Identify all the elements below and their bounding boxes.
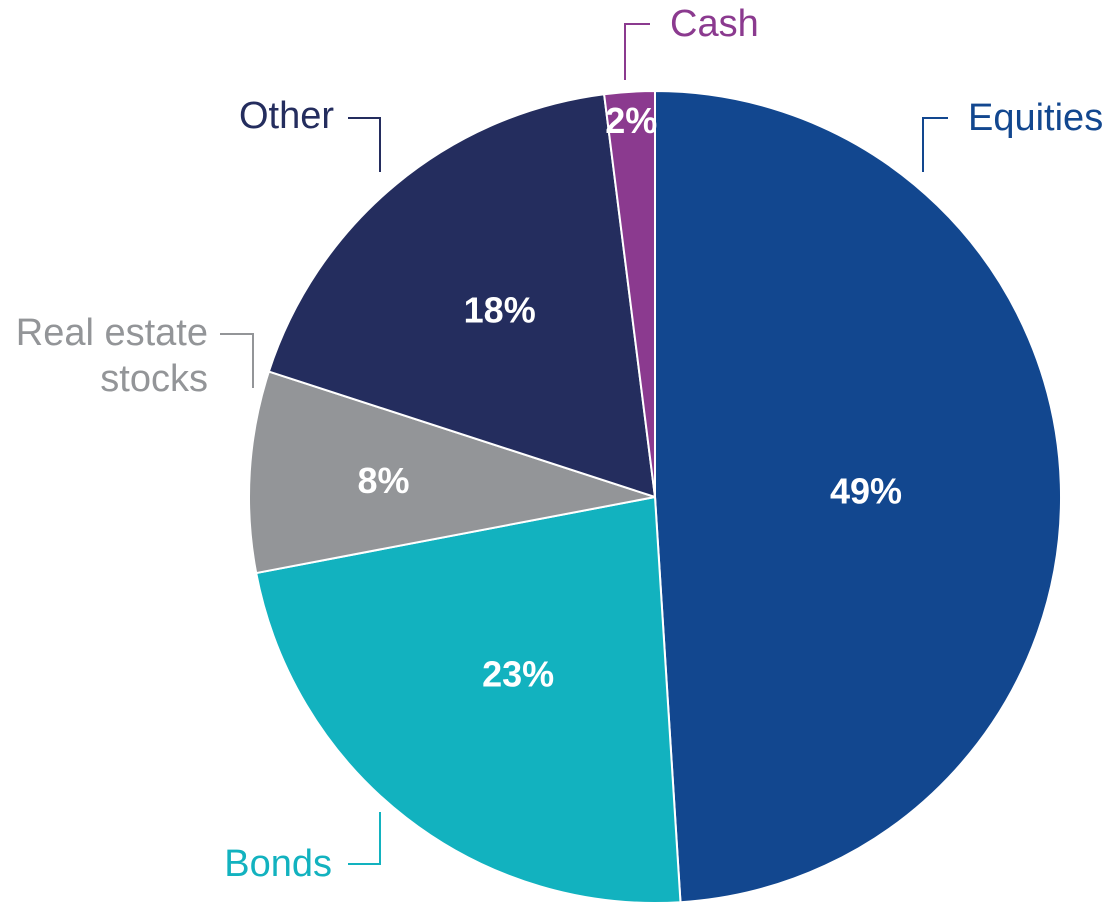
category-label-other: Other <box>239 95 334 137</box>
category-label-real-estate-stocks: Real estate stocks <box>16 312 208 400</box>
slice-category-labels: Equities Bonds Real estate stocks Other Cash <box>16 3 1103 885</box>
value-label-bonds: 23% <box>482 653 554 694</box>
pie-slices <box>248 90 1062 904</box>
leader-line-bonds <box>348 812 381 865</box>
leader-line-cash <box>624 23 650 80</box>
value-label-other: 18% <box>464 289 536 330</box>
category-label-bonds: Bonds <box>224 843 332 885</box>
callout-leader-lines <box>220 23 948 865</box>
pie-slice-bonds <box>255 496 682 904</box>
pie-slice-equities <box>654 90 1062 904</box>
leader-line-other <box>348 117 381 172</box>
pie-slice-real-estate-stocks <box>248 370 656 575</box>
pie-slice-cash <box>603 90 656 498</box>
slice-value-labels: 49% 23% 8% 18% 2% <box>357 100 902 694</box>
value-label-real-estate-stocks: 8% <box>357 460 409 501</box>
leader-line-equities <box>922 117 948 172</box>
category-label-cash: Cash <box>670 3 759 45</box>
pie-slice-other <box>267 93 656 498</box>
value-label-cash: 2% <box>605 100 657 141</box>
leader-line-real-estate-stocks <box>220 333 254 388</box>
value-label-equities: 49% <box>830 470 902 511</box>
category-label-equities: Equities <box>968 97 1103 139</box>
